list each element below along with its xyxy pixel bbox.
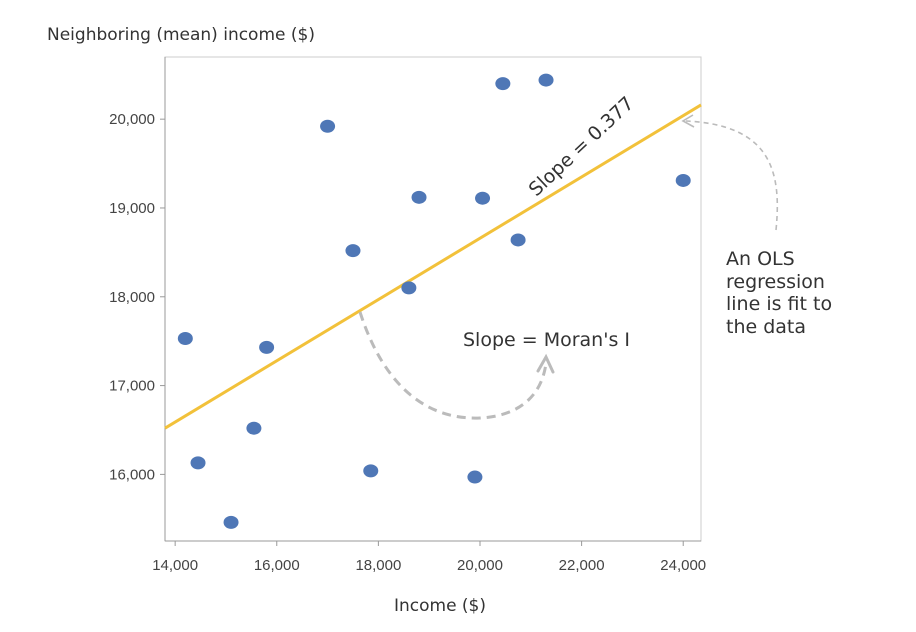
data-point — [495, 77, 511, 91]
y-axis-label: Neighboring (mean) income ($) — [47, 25, 315, 45]
x-axis-label: Income ($) — [394, 596, 486, 616]
x-tick-label: 24,000 — [660, 557, 706, 574]
y-tick-label: 18,000 — [109, 289, 155, 306]
ols-note-line-1: An OLS — [726, 248, 795, 270]
data-point — [538, 73, 554, 87]
y-tick-label: 16,000 — [109, 466, 155, 483]
slope-value-annotation: Slope = 0.377 — [525, 92, 639, 200]
data-point — [363, 464, 379, 478]
moran-arrowhead-icon — [536, 353, 555, 374]
ols-note-line-3: line is fit to — [726, 293, 832, 315]
x-tick-label: 20,000 — [457, 557, 503, 574]
data-point — [223, 515, 239, 529]
y-tick-label: 19,000 — [109, 200, 155, 217]
regression-line — [164, 103, 702, 430]
data-point — [259, 340, 275, 354]
ols-note-line-4: the data — [726, 316, 806, 338]
x-tick-label: 14,000 — [152, 557, 198, 574]
y-tick-label: 17,000 — [109, 378, 155, 395]
x-tick-label: 18,000 — [355, 557, 401, 574]
data-point — [345, 244, 361, 258]
plot-area-frame — [164, 56, 702, 542]
moran-curved-arrow — [358, 311, 548, 420]
data-point — [675, 173, 691, 187]
data-point — [475, 191, 491, 205]
data-point — [246, 421, 262, 435]
data-point — [401, 281, 417, 295]
data-point — [190, 456, 206, 470]
y-tick-label: 20,000 — [109, 111, 155, 128]
data-point — [467, 470, 483, 484]
data-point — [510, 233, 526, 247]
data-point — [411, 190, 427, 204]
ols-note-dashed-arrow — [685, 120, 779, 231]
moran-annotation: Slope = Moran's I — [463, 329, 630, 351]
ols-note-arrowhead-icon — [681, 114, 695, 128]
x-tick-label: 22,000 — [559, 557, 605, 574]
data-point — [320, 119, 336, 133]
x-tick-label: 16,000 — [254, 557, 300, 574]
data-point — [177, 332, 193, 346]
ols-note-line-2: regression — [726, 271, 825, 293]
